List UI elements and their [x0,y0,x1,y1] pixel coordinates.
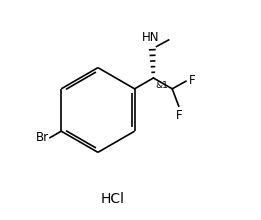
Text: F: F [188,74,195,87]
Text: Br: Br [36,131,49,144]
Text: F: F [175,110,182,123]
Text: HN: HN [141,31,159,44]
Text: HCl: HCl [101,192,125,206]
Text: &1: &1 [155,81,168,90]
